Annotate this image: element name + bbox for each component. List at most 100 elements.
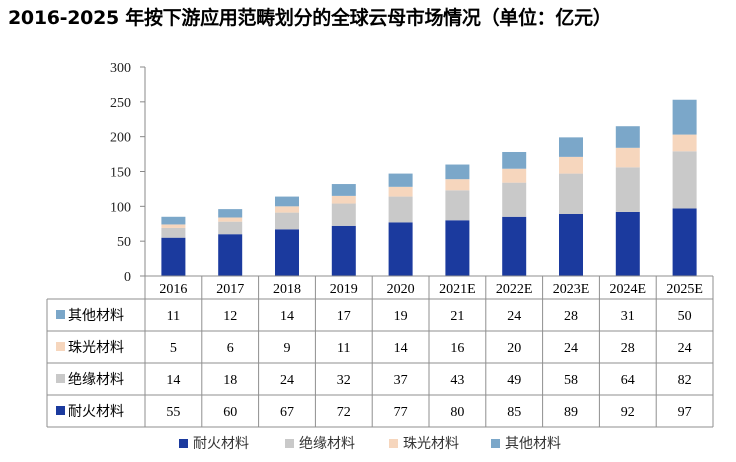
table-cell-value: 55 <box>166 405 180 420</box>
bar-fire-2016 <box>161 237 186 276</box>
table-cell-value: 49 <box>507 373 521 388</box>
chart-title: 2016-2025 年按下游应用范畴划分的全球云母市场情况（单位：亿元） <box>8 7 612 29</box>
table-cell-value: 14 <box>166 373 180 388</box>
bar-fire-2018 <box>275 229 299 276</box>
table-cell-value: 14 <box>394 341 408 356</box>
bar-pearl-2019 <box>331 195 356 204</box>
bar-other-2022E <box>502 151 527 169</box>
table-cell-value: 32 <box>337 373 351 388</box>
bar-pearl-2018 <box>275 206 299 213</box>
bar-fire-2020 <box>388 222 413 276</box>
bar-pearl-2021E <box>445 179 470 191</box>
table-legend-swatch <box>56 374 65 383</box>
table-cell-value: 24 <box>564 341 578 356</box>
bar-other-2017 <box>218 209 243 218</box>
bar-other-2023E <box>559 137 583 157</box>
legend-swatch <box>491 439 500 448</box>
x-category-label: 2018 <box>273 282 301 297</box>
x-category-label: 2021E <box>439 282 476 297</box>
bar-insul-2023E <box>559 173 583 214</box>
bar-other-2024E <box>615 126 640 148</box>
table-cell-value: 17 <box>337 309 351 324</box>
table-cell-value: 16 <box>450 341 464 356</box>
table-cell-value: 24 <box>678 341 692 356</box>
bar-insul-2018 <box>275 212 299 230</box>
table-row-label: 其他材料 <box>68 308 124 324</box>
table-cell-value: 6 <box>227 341 234 356</box>
bar-other-2021E <box>445 164 470 180</box>
bar-other-2016 <box>161 216 186 225</box>
bar-insul-2019 <box>331 203 356 226</box>
table-cell-value: 28 <box>564 309 578 324</box>
table-cell-value: 64 <box>621 373 635 388</box>
table-cell-value: 67 <box>280 405 294 420</box>
x-category-label: 2024E <box>610 282 647 297</box>
table-cell-value: 77 <box>394 405 408 420</box>
table-cell-value: 24 <box>280 373 294 388</box>
legend-label: 其他材料 <box>505 436 561 452</box>
table-cell-value: 12 <box>223 309 237 324</box>
table-legend-swatch <box>56 310 65 319</box>
legend-swatch <box>179 439 188 448</box>
bar-other-2018 <box>275 196 299 207</box>
table-legend-swatch <box>56 406 65 415</box>
table-cell-value: 14 <box>280 309 294 324</box>
y-tick-label: 0 <box>124 270 131 285</box>
bar-insul-2022E <box>502 182 527 217</box>
table-cell-value: 11 <box>337 341 350 356</box>
table-row-label: 珠光材料 <box>68 340 124 356</box>
bar-pearl-2025E <box>672 134 697 152</box>
x-category-label: 2022E <box>496 282 533 297</box>
table-cell-value: 97 <box>678 405 692 420</box>
bar-pearl-2017 <box>218 217 243 222</box>
bar-pearl-2016 <box>161 224 186 228</box>
y-tick-label: 200 <box>110 131 131 146</box>
bar-fire-2017 <box>218 234 243 276</box>
bar-insul-2016 <box>161 227 186 238</box>
table-cell-value: 58 <box>564 373 578 388</box>
table-cell-value: 9 <box>284 341 291 356</box>
legend-label: 绝缘材料 <box>299 436 355 452</box>
legend-label: 珠光材料 <box>403 436 459 452</box>
bar-fire-2024E <box>615 211 640 276</box>
table-cell-value: 28 <box>621 341 635 356</box>
y-tick-label: 250 <box>110 96 131 111</box>
bar-insul-2025E <box>672 151 697 209</box>
table-cell-value: 89 <box>564 405 578 420</box>
bar-pearl-2022E <box>502 168 527 183</box>
table-cell-value: 85 <box>507 405 521 420</box>
x-category-label: 2017 <box>216 282 244 297</box>
table-cell-value: 11 <box>167 309 180 324</box>
table-cell-value: 24 <box>507 309 521 324</box>
table-row-label: 绝缘材料 <box>68 372 124 388</box>
table-row-label: 耐火材料 <box>68 404 124 420</box>
legend-label: 耐火材料 <box>193 436 249 452</box>
y-tick-label: 150 <box>110 166 131 181</box>
x-category-label: 2025E <box>666 282 703 297</box>
y-tick-label: 50 <box>117 235 131 250</box>
bar-insul-2017 <box>218 221 243 235</box>
legend-swatch <box>389 439 398 448</box>
bar-insul-2020 <box>388 196 413 223</box>
table-cell-value: 72 <box>337 405 351 420</box>
bar-fire-2021E <box>445 220 470 276</box>
table-cell-value: 92 <box>621 405 635 420</box>
y-tick-label: 100 <box>110 200 131 215</box>
x-category-label: 2016 <box>159 282 187 297</box>
bar-pearl-2023E <box>559 156 583 174</box>
x-category-label: 2023E <box>553 282 590 297</box>
bar-fire-2023E <box>559 213 583 276</box>
bar-fire-2022E <box>502 216 527 276</box>
table-cell-value: 21 <box>450 309 464 324</box>
bar-fire-2025E <box>672 208 697 276</box>
y-tick-label: 300 <box>110 61 131 76</box>
bar-fire-2019 <box>331 225 356 276</box>
table-cell-value: 19 <box>394 309 408 324</box>
table-cell-value: 31 <box>621 309 635 324</box>
x-category-label: 2020 <box>387 282 415 297</box>
table-cell-value: 37 <box>394 373 408 388</box>
table-cell-value: 43 <box>450 373 464 388</box>
table-cell-value: 80 <box>450 405 464 420</box>
table-cell-value: 5 <box>170 341 177 356</box>
table-cell-value: 60 <box>223 405 237 420</box>
